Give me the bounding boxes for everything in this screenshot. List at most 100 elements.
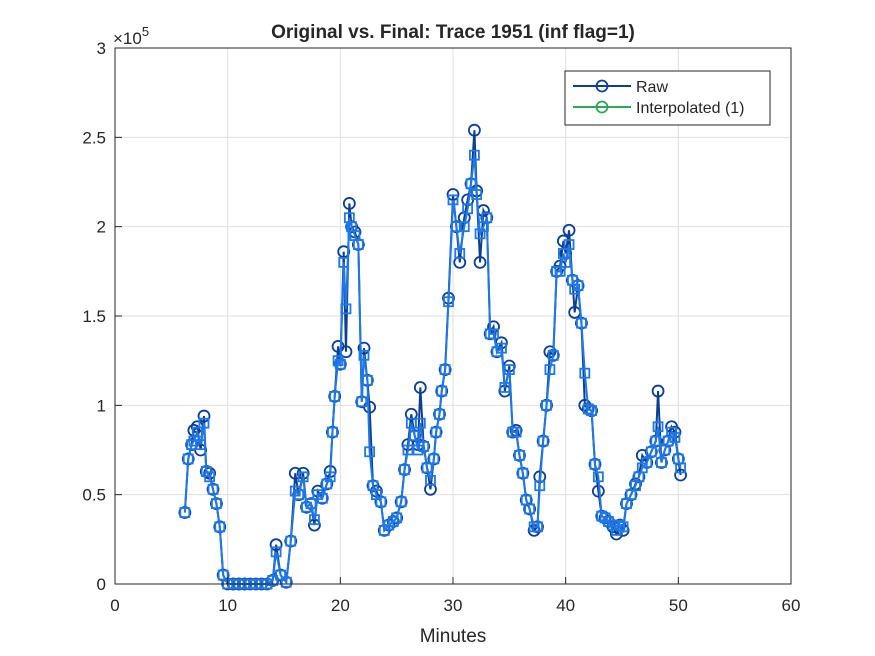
square-marker xyxy=(554,265,566,277)
y-tick-label: 2 xyxy=(97,218,106,237)
square-marker xyxy=(641,457,653,468)
square-marker xyxy=(293,489,305,501)
square-marker xyxy=(589,458,601,470)
square-marker xyxy=(474,228,486,240)
square-marker xyxy=(503,364,515,376)
square-marker xyxy=(198,417,210,429)
square-marker xyxy=(391,512,403,524)
circle-marker xyxy=(269,538,283,552)
x-tick-label: 50 xyxy=(669,596,688,615)
y-tick-label: 2.5 xyxy=(82,128,106,147)
square-marker xyxy=(324,471,336,483)
square-marker xyxy=(399,464,410,476)
square-marker xyxy=(675,462,686,474)
circle-marker xyxy=(185,438,199,452)
x-tick-label: 30 xyxy=(444,596,463,615)
legend-label: Raw xyxy=(636,79,668,96)
square-marker xyxy=(280,576,292,588)
square-marker xyxy=(465,178,477,190)
square-marker xyxy=(592,471,604,483)
y-exponent: ×105 xyxy=(113,24,149,48)
square-marker xyxy=(617,521,629,533)
circle-marker xyxy=(523,502,537,516)
circle-marker xyxy=(206,482,220,496)
square-marker xyxy=(496,342,507,354)
x-tick-label: 0 xyxy=(110,596,119,615)
square-marker xyxy=(316,492,328,504)
square-marker xyxy=(332,355,344,367)
square-marker xyxy=(214,521,226,533)
circle-marker xyxy=(661,434,675,448)
square-marker xyxy=(297,471,309,483)
square-marker xyxy=(471,189,483,200)
circle-marker xyxy=(404,407,418,421)
square-marker xyxy=(436,385,448,397)
legend-box xyxy=(564,70,771,126)
square-marker xyxy=(361,374,373,386)
square-marker xyxy=(395,496,407,508)
square-marker xyxy=(334,358,346,370)
circle-marker xyxy=(320,477,334,491)
y-exponent-power: 5 xyxy=(142,24,149,39)
square-marker xyxy=(650,435,662,447)
square-marker xyxy=(414,417,426,429)
square-marker xyxy=(352,239,364,250)
square-marker xyxy=(309,514,320,526)
square-marker xyxy=(204,471,216,483)
square-marker xyxy=(569,283,581,295)
square-marker xyxy=(182,453,194,465)
circle-marker xyxy=(357,341,371,355)
square-marker xyxy=(582,403,594,415)
square-marker xyxy=(541,399,552,411)
circle-marker xyxy=(288,466,302,480)
square-marker xyxy=(458,221,470,233)
series xyxy=(179,149,686,590)
square-marker xyxy=(579,367,591,379)
square-marker xyxy=(469,149,480,161)
square-marker xyxy=(517,467,529,479)
circle-marker xyxy=(473,255,487,269)
circle-marker xyxy=(487,320,500,334)
square-marker xyxy=(645,446,657,458)
square-marker xyxy=(418,441,430,452)
legend-label: Interpolated (1) xyxy=(636,100,745,117)
circle-marker xyxy=(543,345,557,359)
square-marker xyxy=(275,569,287,581)
circle-marker xyxy=(562,223,576,237)
x-tick-label: 60 xyxy=(782,596,801,615)
square-marker xyxy=(428,453,440,465)
square-marker xyxy=(656,457,667,468)
square-marker xyxy=(560,256,572,268)
square-marker xyxy=(434,408,445,420)
square-marker xyxy=(329,390,341,402)
y-tick-label: 3 xyxy=(97,39,106,58)
square-marker xyxy=(454,248,466,259)
square-marker xyxy=(462,203,474,215)
y-tick-label: 0 xyxy=(97,575,106,594)
square-marker xyxy=(524,503,536,515)
square-marker xyxy=(305,498,317,510)
square-marker xyxy=(409,430,421,442)
square-marker xyxy=(285,535,297,547)
square-marker xyxy=(481,212,493,224)
x-tick-label: 20 xyxy=(331,596,350,615)
x-tick-label: 40 xyxy=(556,596,575,615)
square-marker xyxy=(443,296,454,308)
circle-marker xyxy=(557,234,570,248)
square-marker xyxy=(499,382,511,393)
square-marker xyxy=(358,349,370,361)
square-marker xyxy=(599,512,611,524)
square-marker xyxy=(195,439,207,451)
square-marker xyxy=(327,426,338,438)
square-marker xyxy=(375,496,387,508)
series-line xyxy=(183,155,682,585)
square-marker xyxy=(430,426,442,438)
square-marker xyxy=(425,474,436,486)
y-exponent-base: ×10 xyxy=(113,29,142,48)
square-marker xyxy=(532,521,543,533)
square-marker xyxy=(547,349,559,361)
square-marker xyxy=(387,516,399,527)
square-marker xyxy=(576,317,587,329)
y-tick-label: 1.5 xyxy=(82,307,106,326)
